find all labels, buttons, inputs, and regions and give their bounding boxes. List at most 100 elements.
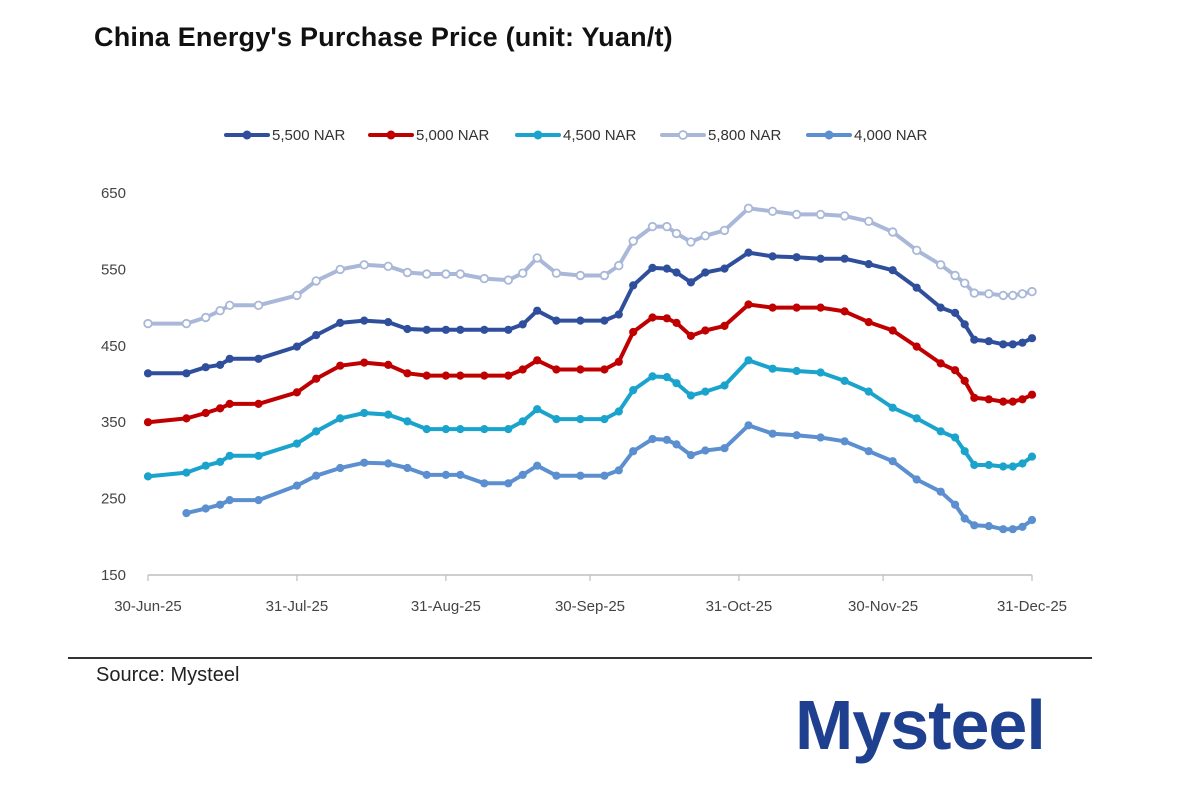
data-point — [984, 522, 993, 531]
data-point — [629, 327, 638, 337]
data-point — [744, 356, 753, 365]
data-point — [576, 365, 585, 374]
data-point — [518, 417, 527, 426]
data-point — [686, 331, 696, 340]
data-point — [999, 397, 1008, 406]
data-point — [701, 326, 710, 335]
data-point — [254, 399, 263, 408]
data-point — [816, 368, 825, 377]
data-point — [864, 318, 873, 327]
source-divider — [68, 657, 1092, 659]
data-point — [614, 466, 623, 475]
data-point — [552, 415, 561, 424]
mysteel-logo: Mysteel — [795, 686, 1046, 764]
data-point — [403, 463, 412, 473]
data-point — [181, 318, 192, 329]
data-point — [216, 457, 225, 466]
data-point — [686, 237, 696, 247]
data-point — [701, 446, 710, 455]
data-point — [312, 374, 321, 383]
data-point — [888, 326, 897, 335]
x-tick-label: 30-Jun-25 — [114, 598, 182, 615]
data-point — [216, 404, 225, 413]
data-point — [970, 521, 979, 530]
data-point — [840, 376, 849, 385]
data-point — [600, 415, 609, 424]
legend-label: 5,000 NAR — [416, 127, 490, 144]
data-point — [575, 270, 586, 281]
legend-item: 5,000 NAR — [368, 127, 490, 144]
chart-legend: 5,500 NAR 5,000 NAR 4,500 NAR 5,800 NAR 4,00… — [224, 127, 928, 144]
data-point — [912, 342, 921, 351]
data-point — [182, 414, 191, 423]
data-point — [360, 408, 369, 418]
y-tick-label: 150 — [101, 567, 126, 584]
data-point — [912, 245, 922, 255]
x-tick-label: 30-Sep-25 — [555, 598, 625, 615]
data-point — [1018, 395, 1027, 404]
data-point — [600, 316, 609, 325]
data-point — [984, 289, 994, 299]
data-point — [480, 425, 489, 434]
data-point — [403, 369, 412, 378]
data-point — [456, 425, 465, 434]
data-point — [1018, 522, 1027, 532]
source-note: Source: Mysteel — [96, 664, 240, 686]
legend-label: 4,000 NAR — [854, 127, 928, 144]
data-point — [700, 231, 710, 241]
data-point — [1017, 289, 1028, 299]
data-point — [455, 269, 465, 279]
legend-swatch-marker — [678, 130, 688, 140]
data-point — [671, 228, 682, 239]
data-point — [518, 470, 527, 479]
data-point — [253, 300, 264, 310]
data-point — [360, 458, 369, 467]
data-point — [970, 393, 979, 402]
data-point — [225, 399, 234, 408]
data-point — [951, 500, 960, 509]
series-5-000-nar — [143, 300, 1037, 427]
data-point — [182, 468, 191, 477]
data-point — [292, 290, 302, 301]
data-point — [936, 427, 945, 436]
data-point — [479, 273, 489, 284]
data-point — [143, 369, 153, 378]
data-point — [336, 318, 345, 327]
data-point — [960, 447, 969, 456]
series-line — [146, 358, 1034, 479]
data-point — [1008, 462, 1017, 471]
data-point — [768, 429, 777, 438]
data-point — [312, 331, 321, 340]
data-point — [672, 318, 681, 327]
data-point — [888, 403, 897, 412]
data-point — [441, 269, 451, 279]
y-tick-label: 450 — [101, 338, 126, 355]
data-point — [1008, 397, 1017, 406]
data-point — [441, 325, 450, 334]
data-point — [518, 268, 528, 278]
data-point — [215, 306, 225, 316]
data-point — [719, 225, 730, 236]
data-point — [840, 437, 849, 446]
data-point — [552, 316, 561, 325]
data-point — [504, 479, 513, 488]
y-tick-label: 350 — [101, 414, 126, 431]
data-point — [292, 388, 301, 397]
data-point — [254, 496, 263, 505]
data-point — [936, 303, 945, 312]
data-point — [384, 410, 393, 419]
data-point — [960, 376, 969, 385]
series-line — [146, 206, 1034, 326]
data-point — [662, 314, 672, 323]
data-point — [912, 283, 921, 292]
data-point — [672, 379, 681, 388]
data-point — [744, 248, 753, 257]
data-point — [792, 303, 801, 312]
data-point — [456, 371, 465, 380]
data-point — [672, 268, 681, 277]
series-5-800-nar — [143, 203, 1037, 329]
y-tick-label: 550 — [101, 261, 126, 278]
data-point — [201, 461, 210, 470]
data-point — [768, 252, 777, 261]
data-point — [518, 365, 527, 374]
